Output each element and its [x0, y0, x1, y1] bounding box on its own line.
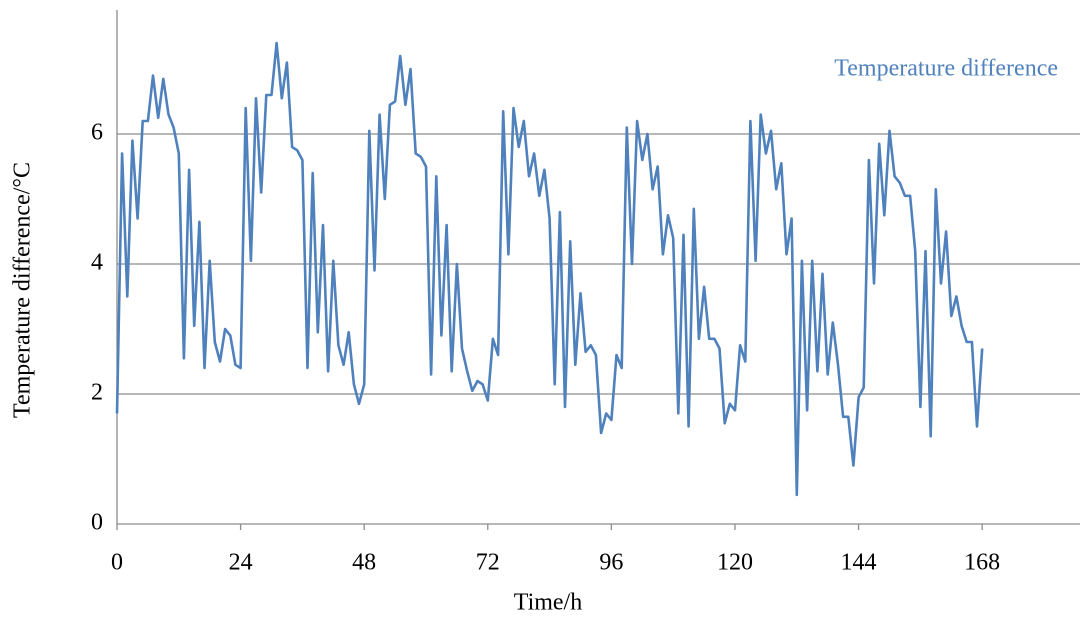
x-tick-label: 24	[229, 550, 253, 576]
x-axis-title: Time/h	[514, 590, 582, 616]
legend-label: Temperature difference	[834, 56, 1058, 82]
x-tick-label: 96	[599, 550, 623, 576]
y-tick-label: 6	[91, 120, 103, 146]
y-axis-title: Temperature difference/°C	[10, 162, 36, 418]
data-line	[115, 41, 984, 497]
y-tick-label: 0	[91, 510, 103, 536]
x-tick-label: 120	[717, 550, 753, 576]
x-tick-label: 144	[841, 550, 877, 576]
y-tick-label: 2	[91, 380, 103, 406]
x-tick-label: 48	[352, 550, 376, 576]
x-tick-label: 0	[111, 550, 123, 576]
x-tick-label: 168	[964, 550, 1000, 576]
y-tick-label: 4	[91, 250, 103, 276]
x-tick-label: 72	[476, 550, 500, 576]
